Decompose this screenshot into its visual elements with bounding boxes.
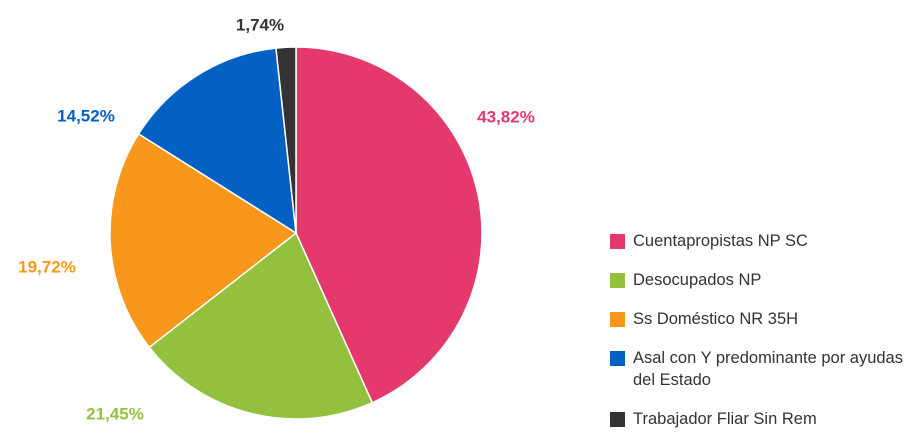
legend-item: Asal con Y predominante por ayudas del E… bbox=[610, 347, 922, 391]
pie-slice bbox=[137, 47, 297, 235]
legend-item: Trabajador Fliar Sin Rem bbox=[610, 408, 922, 430]
data-label: 1,74% bbox=[236, 15, 284, 34]
legend-item: Cuentapropistas NP SC bbox=[610, 230, 922, 252]
legend-text: Desocupados NP bbox=[633, 271, 762, 289]
legend-text: Cuentapropistas NP SC bbox=[633, 232, 808, 250]
legend-swatch bbox=[610, 411, 625, 427]
legend-text: Ss Doméstico NR 35H bbox=[633, 310, 799, 328]
legend-item: Ss Doméstico NR 35H bbox=[610, 308, 922, 330]
data-label: 43,82% bbox=[477, 107, 535, 126]
legend-swatch bbox=[610, 350, 625, 366]
legend-swatch bbox=[610, 311, 625, 327]
legend-swatch bbox=[610, 233, 625, 249]
legend: Cuentapropistas NP SC Desocupados NP Ss Do… bbox=[610, 230, 922, 447]
data-label: 19,72% bbox=[18, 257, 76, 276]
legend-swatch bbox=[610, 272, 625, 288]
chart: 43,82% 21,45% 19,72% 14,52% 1,74% bbox=[18, 15, 535, 423]
pie-slice bbox=[295, 46, 483, 404]
legend-text: Asal con Y predominante por ayudas del E… bbox=[633, 349, 903, 389]
data-label: 21,45% bbox=[86, 404, 144, 423]
legend-text: Trabajador Fliar Sin Rem bbox=[633, 410, 817, 428]
page: {"chart_data": {"type": "pie", "categori… bbox=[18, 15, 903, 428]
legend-item: Desocupados NP bbox=[610, 269, 922, 291]
data-label: 14,52% bbox=[57, 106, 115, 125]
pie-slice bbox=[148, 231, 374, 420]
pie-slice bbox=[109, 132, 298, 349]
pie-slice bbox=[275, 46, 297, 234]
